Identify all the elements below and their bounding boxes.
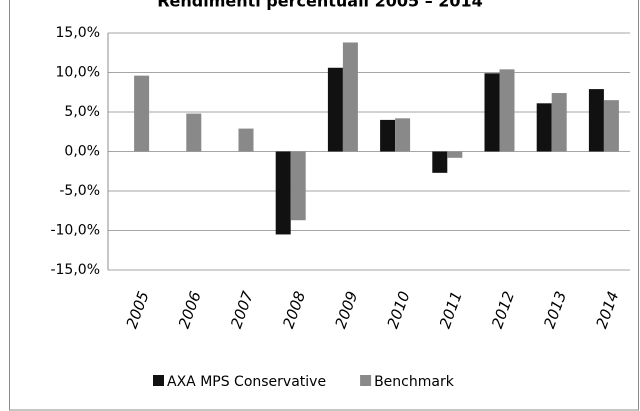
bar [588,89,604,152]
bar [186,113,202,152]
x-tick-label: 2009 [331,289,361,331]
x-tick-label: 2011 [436,289,466,331]
legend-swatch [360,375,372,386]
x-tick-label: 2014 [592,289,622,331]
bar [484,73,500,152]
bar [238,128,254,152]
bar [603,100,619,152]
y-tick-label: 5,0% [64,104,100,120]
y-tick-label: -10,0% [50,223,100,239]
bar [380,119,396,152]
chart-title: Rendimenti percentuali 2005 – 2014 [157,0,483,11]
bar [342,42,358,152]
legend-swatch [153,375,164,386]
bar [551,93,567,152]
x-tick-label: 2012 [488,289,518,331]
x-tick-label: 2010 [384,289,414,331]
x-tick-label: 2006 [175,289,205,331]
bar [499,69,515,152]
y-tick-label: 15,0% [56,25,100,41]
legend-label: AXA MPS Conservative [167,374,326,390]
y-tick-label: 10,0% [56,65,100,81]
x-tick-label: 2008 [279,289,309,331]
bar [327,67,343,152]
y-tick-label: 0,0% [64,144,100,160]
bar [275,151,291,235]
bar [134,75,150,152]
bar [447,151,463,158]
x-tick-label: 2005 [123,289,153,331]
bar [536,103,552,152]
x-tick-label: 2007 [227,288,257,330]
x-tick-label: 2013 [540,289,570,331]
bar [290,151,306,221]
bar [395,118,411,152]
legend-label: Benchmark [374,374,455,390]
y-tick-label: -15,0% [50,262,100,278]
chart-border [9,0,639,411]
y-tick-label: -5,0% [59,183,100,199]
bar [432,151,448,173]
